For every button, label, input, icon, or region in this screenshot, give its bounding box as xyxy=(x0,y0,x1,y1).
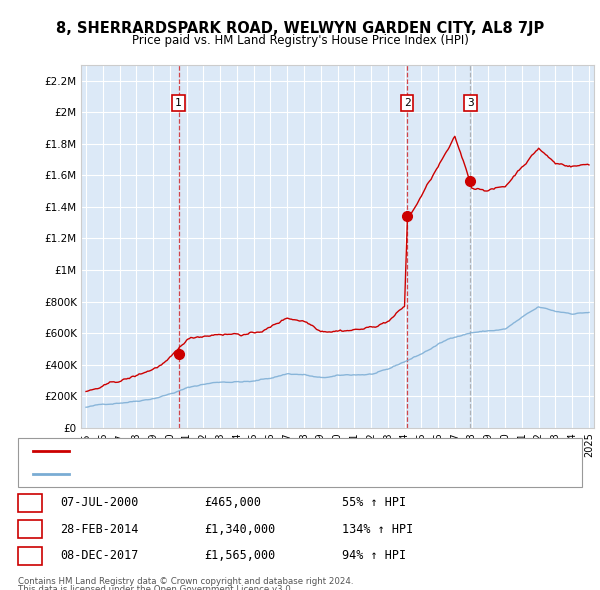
Text: HPI: Average price, detached house, Welwyn Hatfield: HPI: Average price, detached house, Welw… xyxy=(75,468,352,478)
Text: 134% ↑ HPI: 134% ↑ HPI xyxy=(342,523,413,536)
Text: £1,565,000: £1,565,000 xyxy=(204,549,275,562)
Text: 55% ↑ HPI: 55% ↑ HPI xyxy=(342,496,406,509)
Text: 94% ↑ HPI: 94% ↑ HPI xyxy=(342,549,406,562)
Text: 1: 1 xyxy=(175,98,182,108)
Text: 8, SHERRARDSPARK ROAD, WELWYN GARDEN CITY, AL8 7JP: 8, SHERRARDSPARK ROAD, WELWYN GARDEN CIT… xyxy=(56,21,544,35)
Text: This data is licensed under the Open Government Licence v3.0.: This data is licensed under the Open Gov… xyxy=(18,585,293,590)
Text: 08-DEC-2017: 08-DEC-2017 xyxy=(60,549,139,562)
Text: 07-JUL-2000: 07-JUL-2000 xyxy=(60,496,139,509)
Text: Contains HM Land Registry data © Crown copyright and database right 2024.: Contains HM Land Registry data © Crown c… xyxy=(18,577,353,586)
Text: 3: 3 xyxy=(467,98,474,108)
Text: Price paid vs. HM Land Registry's House Price Index (HPI): Price paid vs. HM Land Registry's House … xyxy=(131,34,469,47)
Text: 2: 2 xyxy=(26,523,34,536)
Text: 3: 3 xyxy=(26,549,34,562)
Text: £1,340,000: £1,340,000 xyxy=(204,523,275,536)
Text: 2: 2 xyxy=(404,98,410,108)
Text: 1: 1 xyxy=(26,496,34,509)
Text: £465,000: £465,000 xyxy=(204,496,261,509)
Text: 28-FEB-2014: 28-FEB-2014 xyxy=(60,523,139,536)
Text: 8, SHERRARDSPARK ROAD, WELWYN GARDEN CITY, AL8 7JP (detached house): 8, SHERRARDSPARK ROAD, WELWYN GARDEN CIT… xyxy=(75,447,479,457)
